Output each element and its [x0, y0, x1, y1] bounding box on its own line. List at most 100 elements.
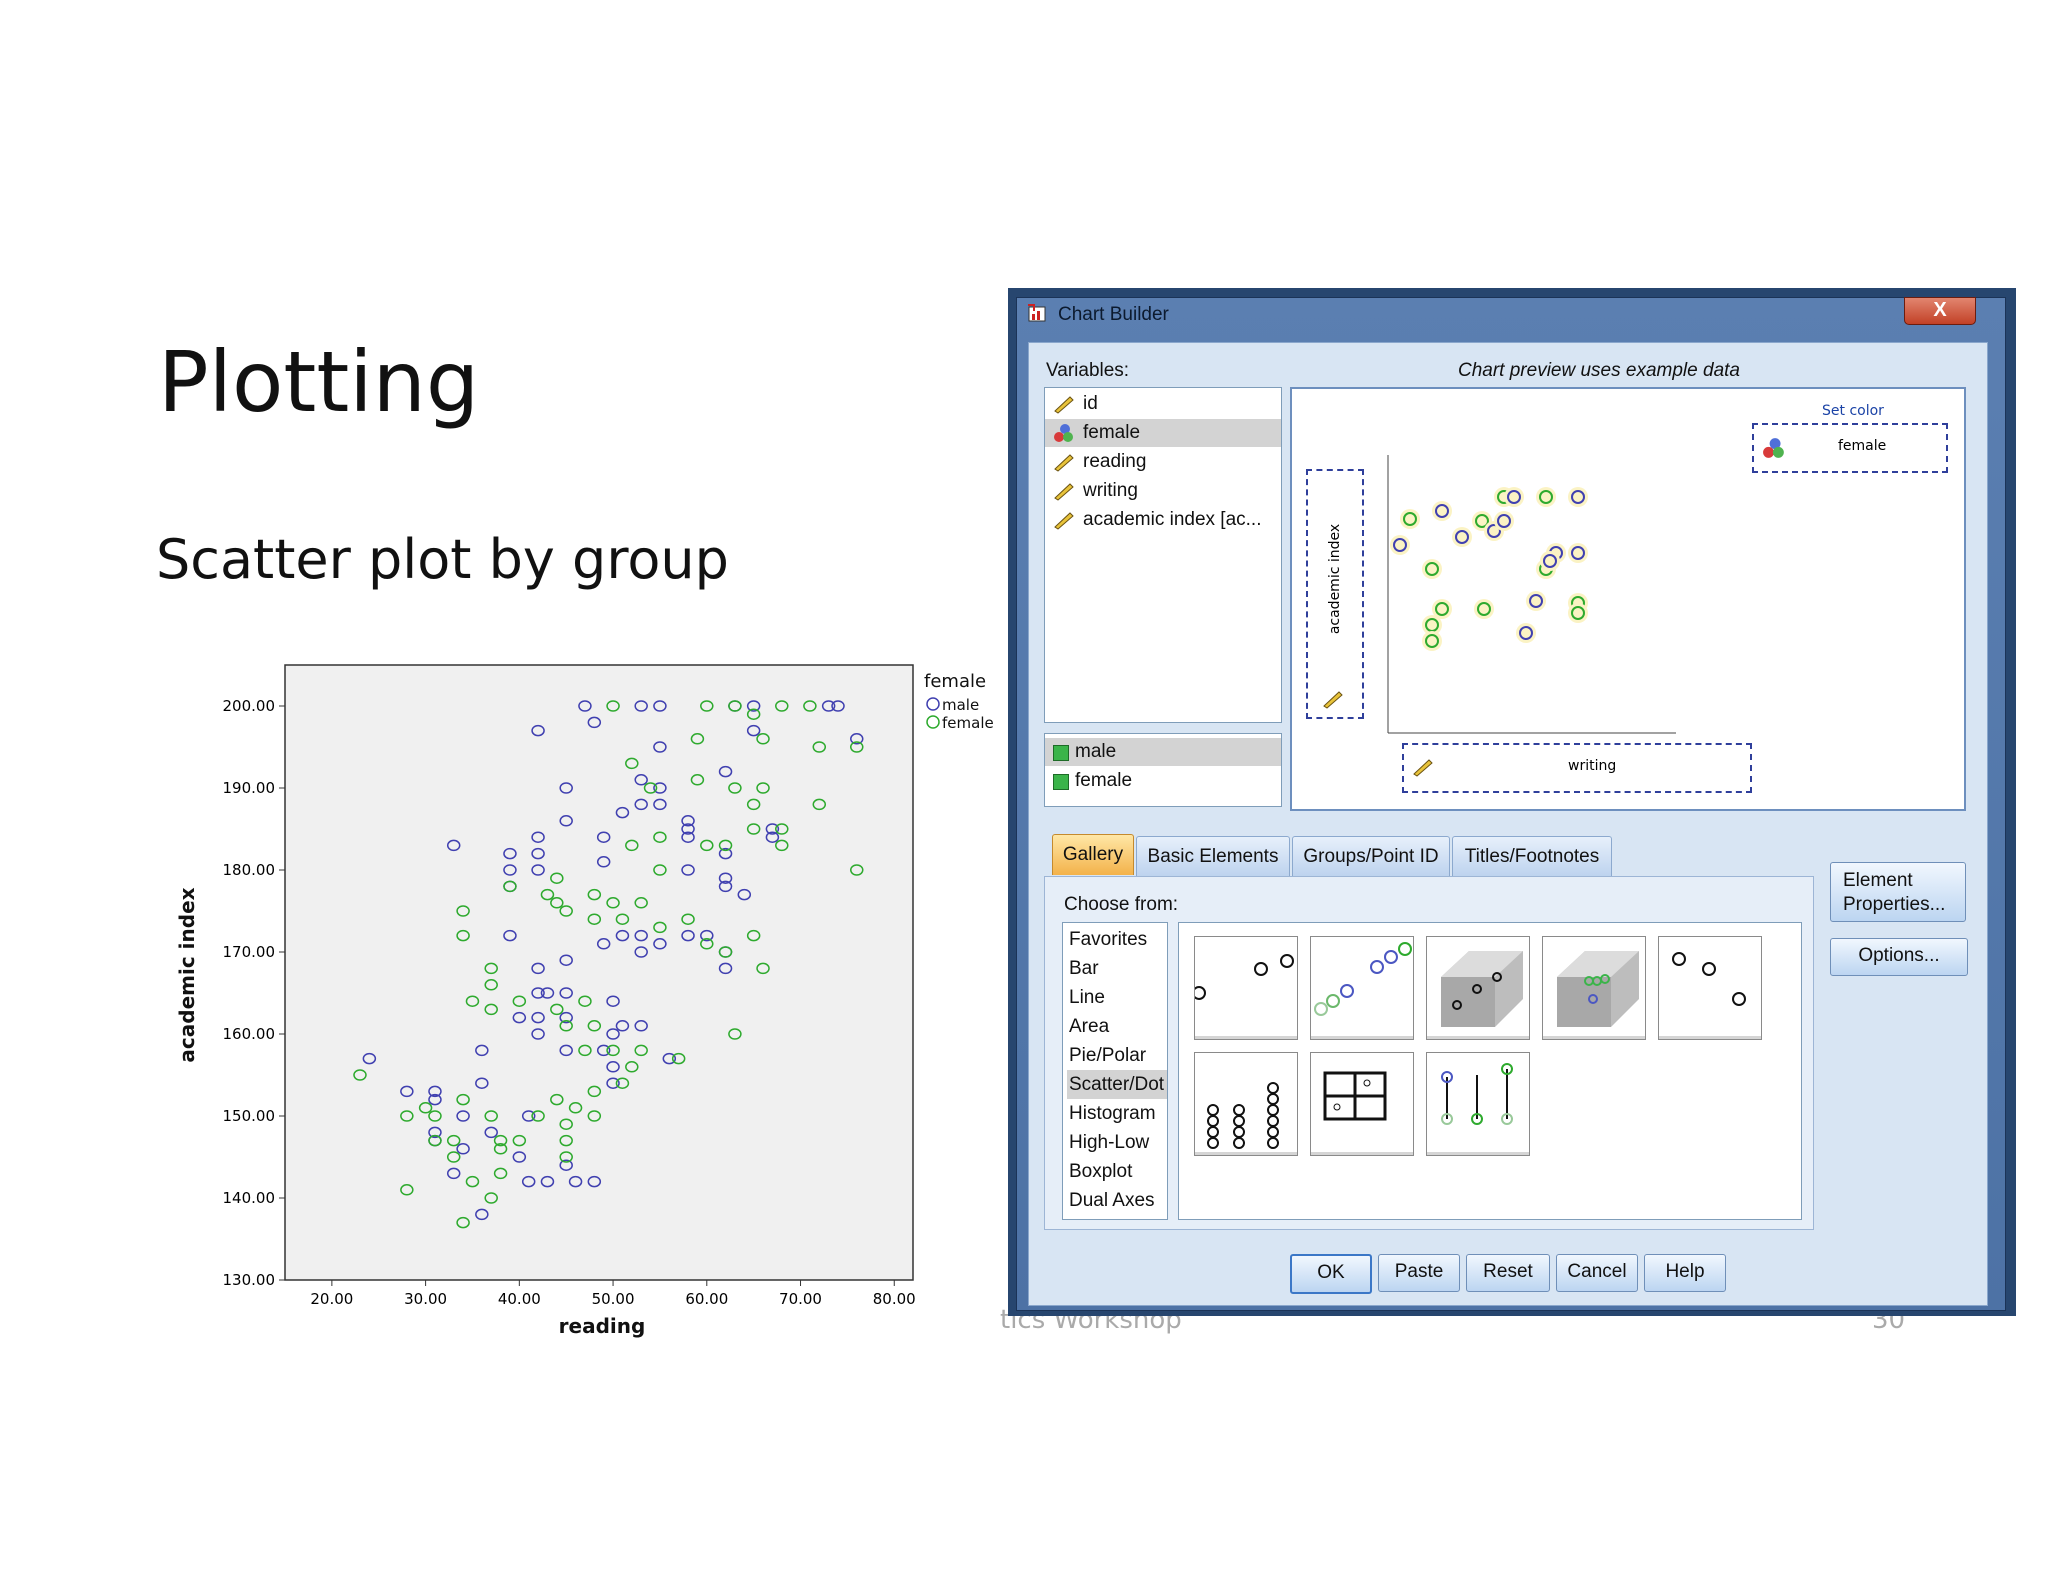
gallery-item[interactable]: Histogram	[1069, 1103, 1156, 1124]
variable-item-writing[interactable]: writing	[1045, 477, 1281, 505]
data-point-female	[700, 938, 714, 950]
variable-item-academic-index[interactable]: academic index [ac...	[1045, 506, 1281, 534]
gallery-item-selected[interactable]: Scatter/Dot	[1067, 1070, 1167, 1099]
data-point-male	[559, 815, 573, 827]
thumb-grouped-3d-scatter[interactable]	[1542, 936, 1646, 1040]
data-point-female	[559, 1151, 573, 1163]
reset-button[interactable]: Reset	[1466, 1254, 1550, 1292]
preview-point	[1519, 626, 1533, 640]
dot-plot-dot	[1233, 1126, 1245, 1138]
tab-basic-elements[interactable]: Basic Elements	[1136, 836, 1290, 877]
data-point-male	[512, 1151, 527, 1163]
gallery-item[interactable]: Boxplot	[1069, 1161, 1133, 1182]
data-point-male	[531, 962, 545, 975]
data-point-female	[568, 1102, 583, 1114]
variables-list[interactable]: id female reading writing academic index…	[1044, 387, 1282, 723]
data-point-male	[850, 733, 864, 745]
gallery-item[interactable]: Favorites	[1069, 929, 1148, 950]
data-point-female	[606, 897, 620, 909]
set-color-drop-zone[interactable]: female	[1752, 423, 1948, 473]
data-point-female	[746, 823, 761, 835]
y-axis-label: academic index	[175, 887, 199, 1062]
y-axis-drop-zone[interactable]: academic index	[1306, 469, 1364, 719]
element-properties-button[interactable]: Element Properties...	[1830, 862, 1966, 922]
cancel-button[interactable]: Cancel	[1556, 1254, 1638, 1292]
chart-type-list[interactable]: Favorites Bar Line Area Pie/Polar Scatte…	[1062, 922, 1168, 1220]
data-point-male	[634, 798, 648, 811]
category-grid-icon	[1053, 774, 1069, 790]
gallery-item[interactable]: Bar	[1069, 958, 1099, 979]
preview-point	[1435, 602, 1449, 616]
dot-plot-dot	[1267, 1115, 1279, 1127]
tab-groups-point-id[interactable]: Groups/Point ID	[1292, 836, 1450, 877]
dot-plot-dot	[1267, 1126, 1279, 1138]
data-point-female	[746, 708, 761, 720]
data-point-male	[765, 831, 780, 843]
x-tick-label: 70.00	[779, 1290, 822, 1308]
gallery-item[interactable]: Dual Axes	[1069, 1190, 1155, 1211]
legend-marker-male	[926, 697, 940, 711]
data-point-female	[756, 782, 770, 794]
thumb-dot-plot[interactable]	[1194, 1052, 1298, 1156]
category-list[interactable]: male female	[1044, 733, 1282, 807]
variable-item-id[interactable]: id	[1045, 390, 1281, 418]
data-point-male	[521, 1110, 536, 1122]
category-item-female[interactable]: female	[1045, 767, 1281, 795]
data-point-female	[606, 700, 620, 712]
options-button[interactable]: Options...	[1830, 938, 1968, 976]
variable-item-reading[interactable]: reading	[1045, 448, 1281, 476]
data-point-female	[625, 839, 639, 852]
preview-point	[1403, 512, 1417, 526]
gallery-item[interactable]: Line	[1069, 987, 1105, 1008]
slide-subtitle: Scatter plot by group	[156, 528, 729, 591]
data-point-female	[400, 1184, 414, 1196]
thumb-grouped-scatter[interactable]	[1310, 936, 1414, 1040]
data-point-female	[559, 1118, 573, 1130]
variable-item-female[interactable]: female	[1045, 419, 1281, 447]
category-item-male[interactable]: male	[1045, 738, 1281, 766]
thumb-summary-point[interactable]	[1658, 936, 1762, 1040]
y-tick-label: 170.00	[223, 943, 276, 961]
thumb-scatter-matrix[interactable]	[1310, 1052, 1414, 1156]
preview-point-halo	[1568, 487, 1588, 507]
x-axis-drop-zone[interactable]: writing	[1402, 743, 1752, 793]
preview-point-halo	[1432, 599, 1452, 619]
y-tick-label: 190.00	[223, 779, 276, 797]
thumb-drop-line[interactable]	[1426, 1052, 1530, 1156]
y-tick-label: 150.00	[223, 1107, 276, 1125]
tab-gallery[interactable]: Gallery	[1052, 834, 1134, 875]
thumb-simple-scatter[interactable]	[1192, 936, 1298, 1040]
data-point-male	[653, 798, 667, 811]
help-button[interactable]: Help	[1644, 1254, 1726, 1292]
preview-point-halo	[1494, 511, 1514, 531]
preview-point	[1475, 514, 1489, 528]
data-point-female	[484, 1110, 498, 1122]
paste-button[interactable]: Paste	[1378, 1254, 1460, 1292]
data-point-male	[606, 1028, 620, 1040]
gallery-item[interactable]: Area	[1069, 1016, 1110, 1037]
data-point-male	[634, 946, 648, 958]
ok-button[interactable]: OK	[1290, 1254, 1372, 1294]
data-point-male	[428, 1085, 442, 1098]
data-point-female	[493, 1143, 508, 1155]
thumb-3d-scatter[interactable]	[1426, 936, 1530, 1040]
data-point-female	[700, 700, 714, 712]
data-point-female	[718, 946, 733, 958]
data-point-male	[718, 872, 733, 884]
preview-label: Chart preview uses example data	[1458, 360, 1740, 381]
chart-preview-canvas[interactable]: Set color female academic index writing	[1290, 387, 1966, 811]
data-point-male	[718, 765, 733, 778]
gallery-item[interactable]: Pie/Polar	[1069, 1045, 1147, 1066]
preview-point	[1425, 634, 1439, 648]
close-button[interactable]: X	[1904, 297, 1976, 325]
nominal-balls-icon	[1763, 438, 1784, 458]
data-point-female	[653, 864, 667, 876]
gallery-item[interactable]: High-Low	[1069, 1132, 1150, 1153]
data-point-female	[625, 1061, 639, 1073]
data-point-male	[681, 815, 695, 827]
preview-point-halo	[1422, 615, 1442, 635]
y-tick-label: 180.00	[223, 861, 276, 879]
data-point-male	[503, 847, 517, 860]
data-point-female	[465, 995, 480, 1007]
tab-titles-footnotes[interactable]: Titles/Footnotes	[1452, 836, 1612, 877]
